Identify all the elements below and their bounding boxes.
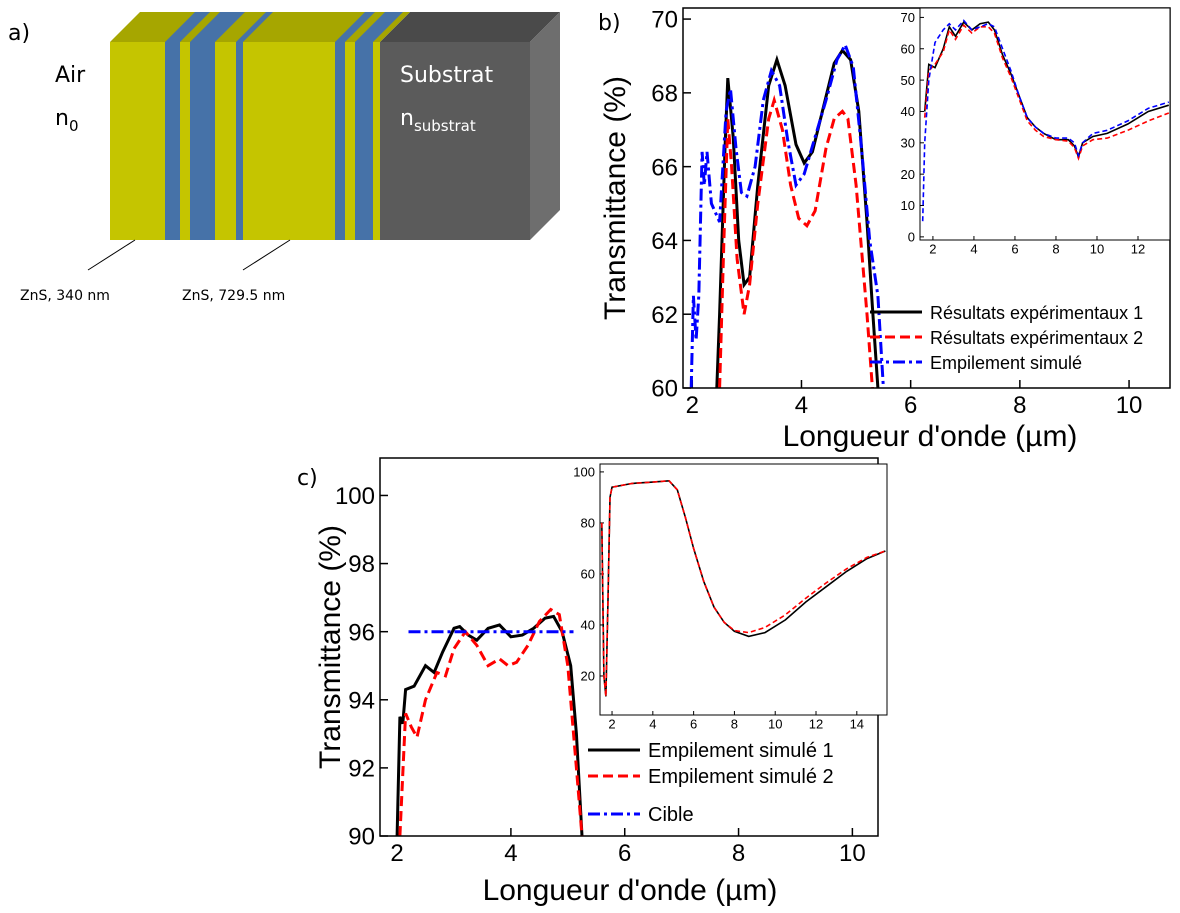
x-tick-label: 12: [809, 717, 823, 732]
y-tick-label: 68: [651, 80, 678, 107]
pointer: [87, 239, 136, 271]
series-line: [395, 614, 584, 836]
legend-label: Empilement simulé 2: [648, 766, 834, 788]
inset-background: [920, 8, 1170, 240]
x-tick-label: 10: [768, 717, 782, 732]
x-tick-label: 6: [618, 840, 631, 867]
x-tick-label: 2: [608, 717, 615, 732]
x-tick-label: 14: [850, 717, 864, 732]
y-tick-label: 50: [901, 73, 915, 88]
layer-label: ZnS, 729.5 nm: [182, 288, 285, 304]
series-line: [715, 47, 880, 388]
x-tick-label: 2: [929, 242, 936, 257]
x-tick-label: 10: [1090, 242, 1104, 257]
air-label: Air: [55, 63, 86, 88]
plot-area: [921, 19, 1170, 222]
y-tick-label: 60: [581, 567, 595, 582]
legend-label: Résultats expérimentaux 2: [930, 328, 1143, 348]
x-tick-label: 12: [1131, 242, 1145, 257]
x-tick-label: 8: [732, 840, 745, 867]
legend-label: Résultats expérimentaux 1: [930, 303, 1143, 323]
series-line: [601, 479, 886, 697]
y-tick-label: 70: [901, 10, 915, 25]
panel-label: a): [8, 21, 30, 46]
plot-frame: [919, 7, 1171, 241]
panel-label: c): [297, 466, 318, 491]
x-tick-label: 10: [839, 840, 866, 867]
stack-diagram: a) Air n0 Substrat nsubstrat ZnS, 340 nm…: [8, 12, 560, 304]
y-tick-label: 0: [908, 230, 915, 245]
series-line: [398, 607, 584, 836]
y-axis-label: Transmittance (%): [314, 525, 347, 769]
x-tick-label: 2: [390, 840, 403, 867]
plot-area: [689, 41, 885, 388]
y-tick-label: 64: [651, 228, 678, 255]
y-tick-label: 40: [901, 104, 915, 119]
y-tick-label: 20: [901, 167, 915, 182]
substrate-index: nsubstrat: [400, 106, 476, 135]
x-tick-label: 8: [1052, 242, 1059, 257]
y-tick-label: 60: [651, 376, 678, 403]
x-tick-label: 2: [686, 392, 699, 419]
x-tick-label: 8: [1013, 392, 1026, 419]
y-tick-label: 70: [651, 7, 678, 34]
x-tick-label: 8: [731, 717, 738, 732]
x-tick-label: 10: [1116, 392, 1143, 419]
chart: 2 4 6 8 10 12 14 20 40 60 80 100: [573, 463, 888, 732]
y-tick-label: 90: [348, 824, 375, 851]
y-tick-label: 20: [581, 669, 595, 684]
panel-label: b): [598, 11, 621, 36]
series-line: [718, 94, 874, 388]
inset-background: [600, 464, 887, 715]
y-tick-label: 66: [651, 154, 678, 181]
series-line: [923, 20, 1170, 160]
air-index: n0: [55, 106, 79, 135]
y-tick-label: 98: [348, 551, 375, 578]
y-axis-label: Transmittance (%): [599, 76, 632, 320]
pointer: [242, 239, 291, 271]
x-tick-label: 4: [649, 717, 656, 732]
y-tick-label: 94: [348, 687, 375, 714]
y-tick-label: 40: [581, 618, 595, 633]
x-tick-label: 6: [690, 717, 697, 732]
y-tick-label: 60: [901, 41, 915, 56]
x-tick-label: 4: [795, 392, 808, 419]
y-tick-label: 80: [581, 516, 595, 531]
y-tick-label: 10: [901, 198, 915, 213]
substrate-side: [530, 12, 560, 240]
layer-label: ZnS, 340 nm: [20, 288, 110, 304]
plot-frame: [599, 463, 888, 716]
y-tick-label: 30: [901, 135, 915, 150]
y-tick-label: 96: [348, 619, 375, 646]
x-axis-label: Longueur d'onde (µm): [783, 420, 1078, 453]
chart: 2 4 6 8 10 90 92 94 96 98 100 Empilement simulé 1 Em…: [297, 457, 879, 907]
series-line: [923, 23, 1170, 161]
substrate-top: [380, 12, 560, 42]
substrate-label: Substrat: [400, 63, 493, 88]
plot-area: [601, 479, 886, 697]
x-tick-label: 6: [904, 392, 917, 419]
x-tick-label: 4: [970, 242, 977, 257]
substrate-front: [380, 42, 530, 240]
chart: 2 4 6 8 10 12 0 10 20 30 40 50 60 70: [901, 7, 1171, 257]
series-line: [689, 41, 885, 388]
y-tick-label: 100: [335, 483, 375, 510]
legend-label: Empilement simulé 1: [648, 740, 834, 762]
plot-area: [395, 607, 584, 836]
legend-label: Empilement simulé: [930, 353, 1082, 373]
x-tick-label: 4: [504, 840, 517, 867]
x-tick-label: 6: [1011, 242, 1018, 257]
y-tick-label: 62: [651, 302, 678, 329]
y-tick-label: 92: [348, 756, 375, 783]
y-tick-label: 100: [573, 465, 595, 480]
x-axis-label: Longueur d'onde (µm): [483, 874, 778, 907]
low-index-layers: [165, 12, 403, 240]
legend-label: Cible: [648, 804, 694, 826]
series-line: [921, 19, 1170, 222]
